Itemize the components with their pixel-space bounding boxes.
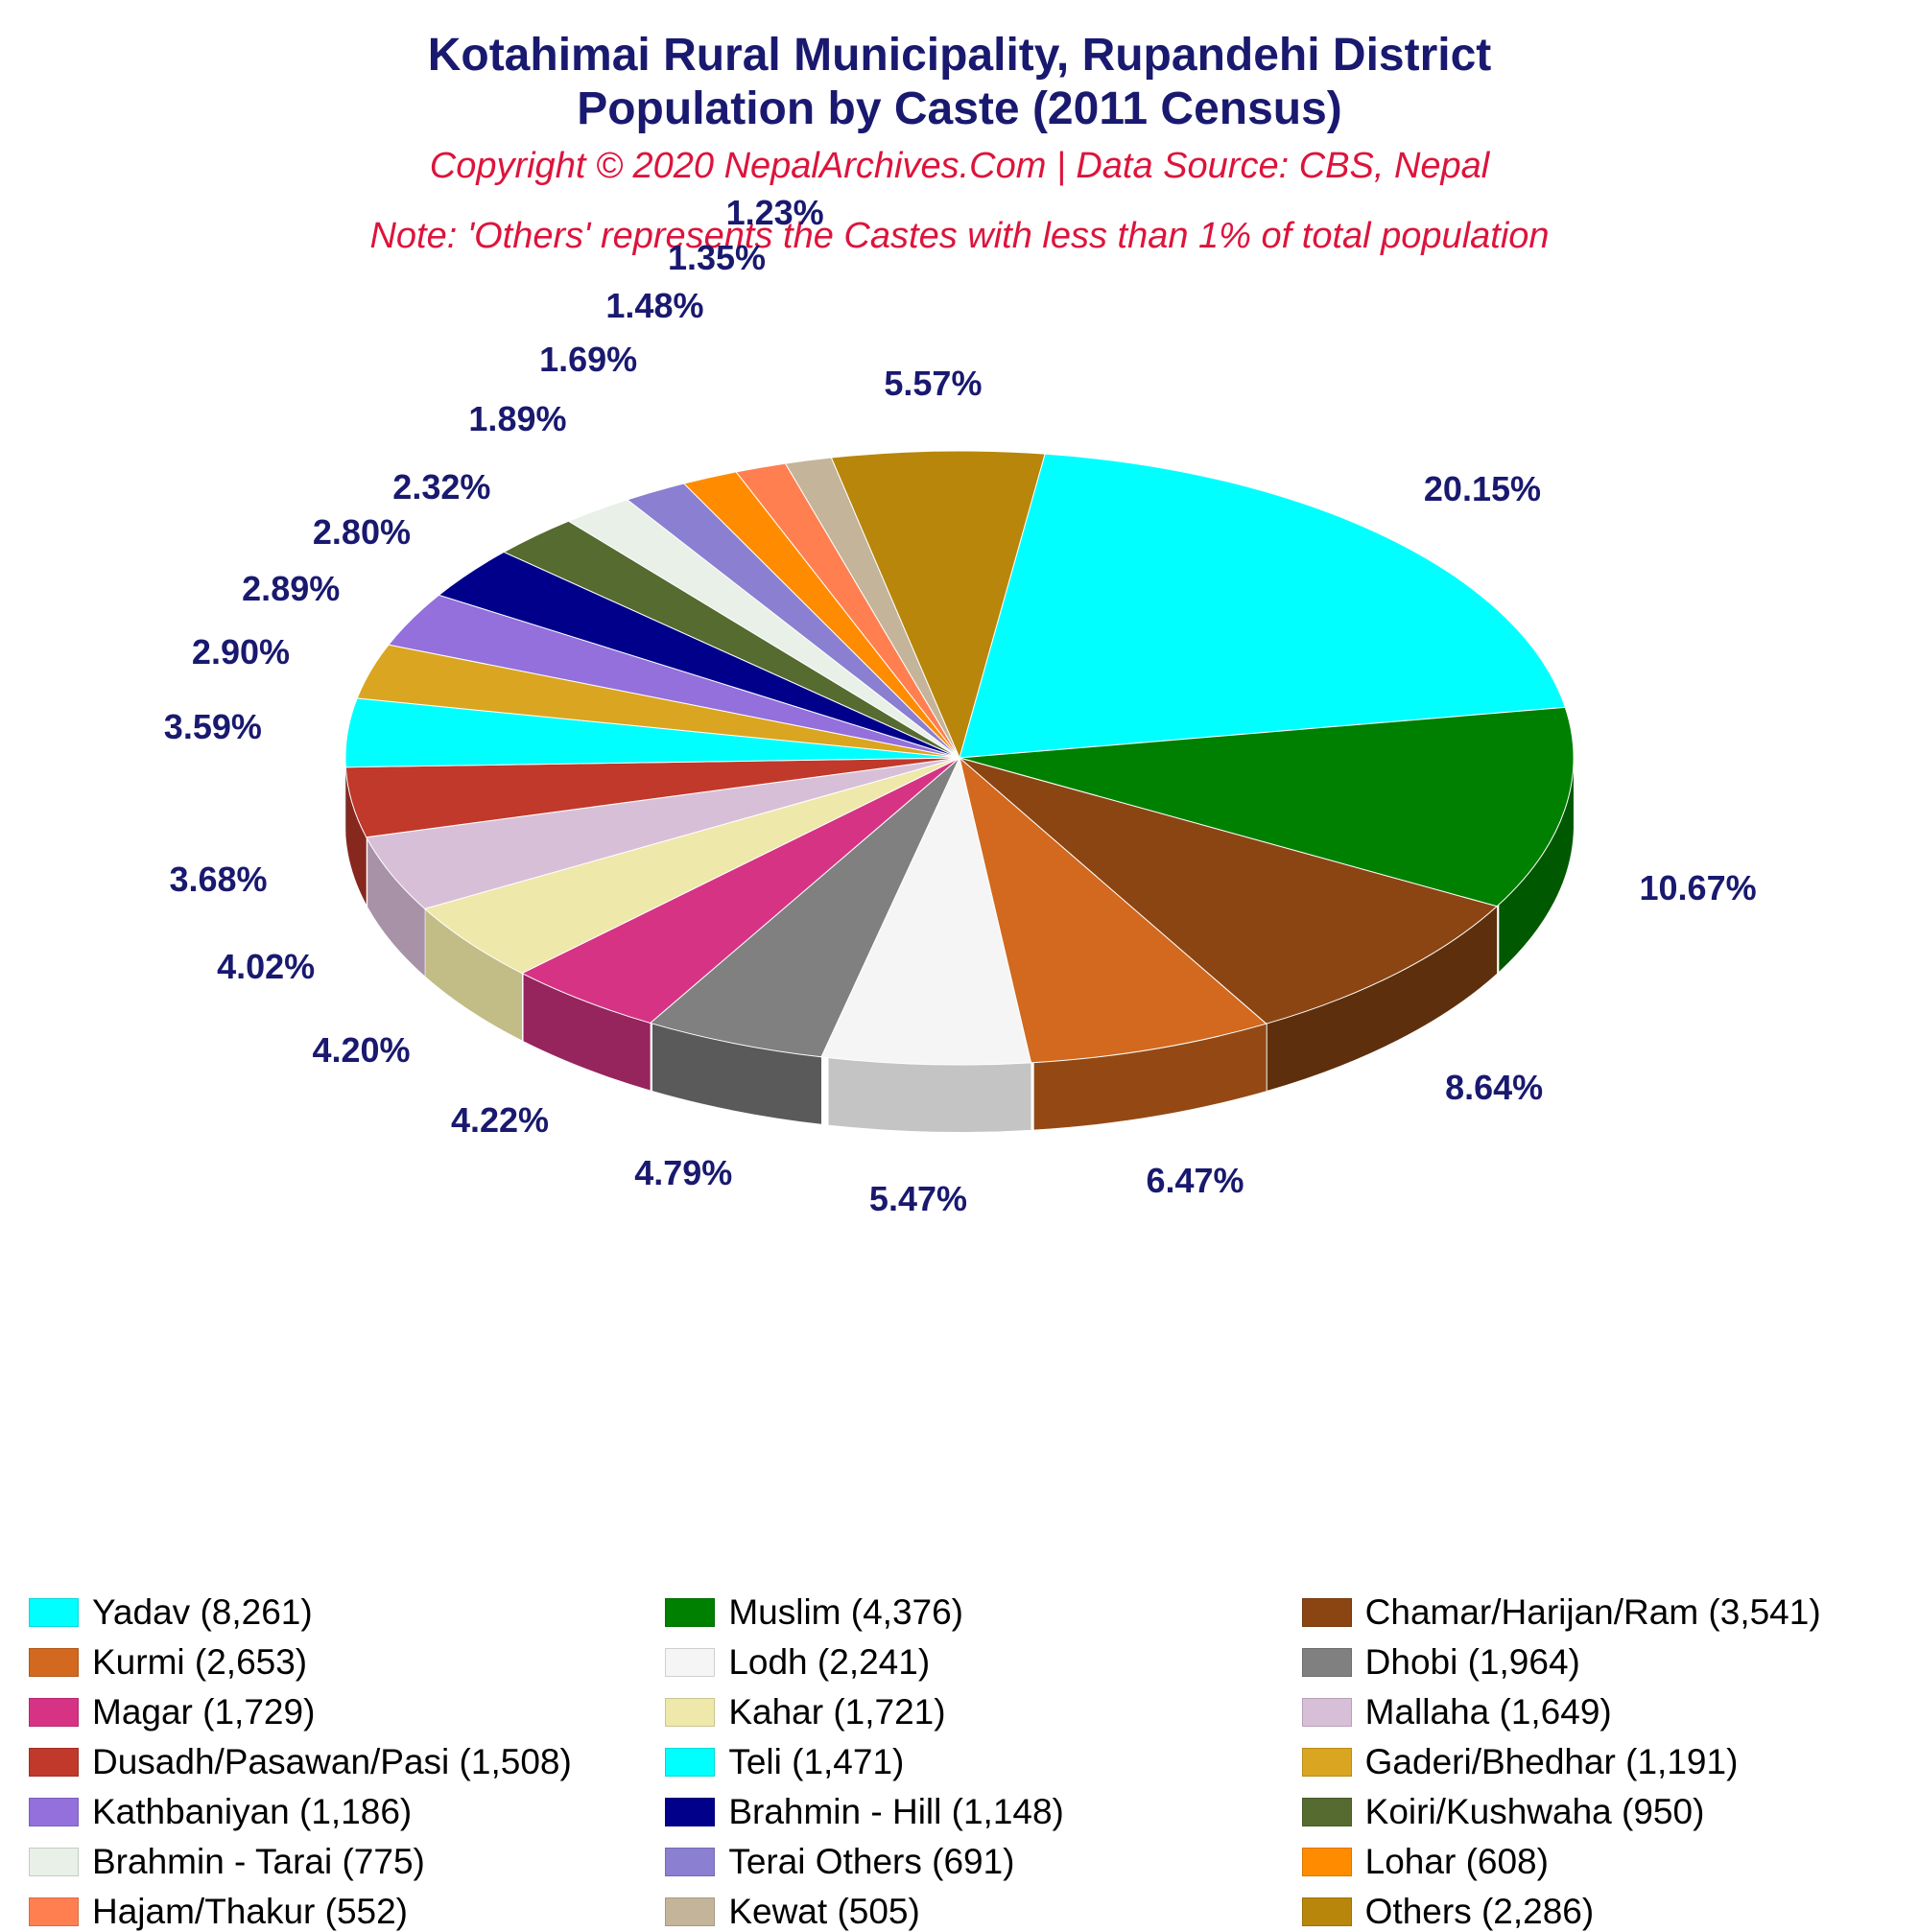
legend-item: Kathbaniyan (1,186) xyxy=(29,1792,646,1832)
legend-label: Lohar (608) xyxy=(1365,1842,1549,1882)
legend-swatch xyxy=(665,1897,715,1926)
pie-label: 2.90% xyxy=(192,632,290,672)
legend-swatch xyxy=(665,1598,715,1627)
pie-label: 5.47% xyxy=(869,1179,967,1219)
legend-item: Dhobi (1,964) xyxy=(1302,1642,1919,1683)
legend-item: Terai Others (691) xyxy=(665,1842,1282,1882)
pie-label: 1.35% xyxy=(668,238,766,278)
pie-label: 1.48% xyxy=(605,286,703,326)
pie-label: 4.20% xyxy=(312,1030,410,1071)
note-line: Note: 'Others' represents the Castes wit… xyxy=(0,216,1919,257)
legend-item: Chamar/Harijan/Ram (3,541) xyxy=(1302,1592,1919,1633)
legend-label: Others (2,286) xyxy=(1365,1892,1595,1932)
legend-swatch xyxy=(29,1698,79,1727)
legend-label: Dusadh/Pasawan/Pasi (1,508) xyxy=(92,1742,572,1782)
legend-swatch xyxy=(29,1598,79,1627)
legend-item: Lodh (2,241) xyxy=(665,1642,1282,1683)
pie-label: 2.80% xyxy=(313,512,411,553)
legend: Yadav (8,261) Muslim (4,376) Chamar/Harija… xyxy=(29,1592,1919,1932)
copyright-line: Copyright © 2020 NepalArchives.Com | Dat… xyxy=(0,146,1919,187)
legend-item: Koiri/Kushwaha (950) xyxy=(1302,1792,1919,1832)
legend-label: Lodh (2,241) xyxy=(728,1642,930,1683)
legend-swatch xyxy=(1302,1798,1352,1826)
pie-label: 1.69% xyxy=(539,340,637,380)
legend-swatch xyxy=(1302,1748,1352,1777)
legend-item: Dusadh/Pasawan/Pasi (1,508) xyxy=(29,1742,646,1782)
legend-item: Yadav (8,261) xyxy=(29,1592,646,1633)
legend-item: Mallaha (1,649) xyxy=(1302,1692,1919,1732)
legend-swatch xyxy=(665,1798,715,1826)
legend-label: Teli (1,471) xyxy=(728,1742,904,1782)
legend-item: Kewat (505) xyxy=(665,1892,1282,1932)
legend-label: Dhobi (1,964) xyxy=(1365,1642,1580,1683)
legend-label: Kewat (505) xyxy=(728,1892,920,1932)
pie-label: 3.68% xyxy=(169,860,267,900)
legend-item: Brahmin - Tarai (775) xyxy=(29,1842,646,1882)
pie-label: 10.67% xyxy=(1640,868,1757,908)
pie-label: 4.79% xyxy=(634,1153,732,1193)
pie-chart: 20.15% 10.67% 8.64% 6.47% 5.47% 4.79% 4.22% 4.2… xyxy=(144,365,1775,1228)
title-line-1: Kotahimai Rural Municipality, Rupandehi … xyxy=(0,29,1919,82)
legend-item: Others (2,286) xyxy=(1302,1892,1919,1932)
pie-label: 4.22% xyxy=(451,1100,549,1141)
legend-swatch xyxy=(29,1748,79,1777)
legend-item: Brahmin - Hill (1,148) xyxy=(665,1792,1282,1832)
legend-label: Kathbaniyan (1,186) xyxy=(92,1792,412,1832)
legend-label: Chamar/Harijan/Ram (3,541) xyxy=(1365,1592,1821,1633)
legend-swatch xyxy=(1302,1698,1352,1727)
legend-swatch xyxy=(29,1848,79,1876)
legend-label: Brahmin - Hill (1,148) xyxy=(728,1792,1064,1832)
legend-item: Teli (1,471) xyxy=(665,1742,1282,1782)
legend-item: Muslim (4,376) xyxy=(665,1592,1282,1633)
legend-swatch xyxy=(1302,1598,1352,1627)
pie-label: 2.32% xyxy=(392,467,490,507)
legend-label: Muslim (4,376) xyxy=(728,1592,963,1633)
legend-label: Hajam/Thakur (552) xyxy=(92,1892,408,1932)
pie-label: 6.47% xyxy=(1146,1161,1244,1201)
pie-label: 5.57% xyxy=(884,364,982,404)
pie-label: 3.59% xyxy=(164,707,262,747)
legend-label: Brahmin - Tarai (775) xyxy=(92,1842,425,1882)
legend-label: Mallaha (1,649) xyxy=(1365,1692,1612,1732)
legend-label: Kahar (1,721) xyxy=(728,1692,945,1732)
legend-label: Yadav (8,261) xyxy=(92,1592,313,1633)
legend-swatch xyxy=(665,1848,715,1876)
title-block: Kotahimai Rural Municipality, Rupandehi … xyxy=(0,0,1919,257)
pie-label: 8.64% xyxy=(1445,1068,1543,1108)
legend-item: Kurmi (2,653) xyxy=(29,1642,646,1683)
legend-item: Hajam/Thakur (552) xyxy=(29,1892,646,1932)
legend-item: Kahar (1,721) xyxy=(665,1692,1282,1732)
pie-slice-side xyxy=(828,1058,1031,1132)
pie-label: 2.89% xyxy=(242,569,340,609)
legend-swatch xyxy=(1302,1648,1352,1677)
legend-label: Terai Others (691) xyxy=(728,1842,1014,1882)
legend-label: Gaderi/Bhedhar (1,191) xyxy=(1365,1742,1739,1782)
pie-label: 1.23% xyxy=(726,193,824,233)
legend-swatch xyxy=(1302,1897,1352,1926)
legend-swatch xyxy=(29,1648,79,1677)
legend-swatch xyxy=(665,1698,715,1727)
pie-label: 1.89% xyxy=(468,399,566,439)
title-line-2: Population by Caste (2011 Census) xyxy=(0,82,1919,136)
legend-label: Koiri/Kushwaha (950) xyxy=(1365,1792,1705,1832)
pie-label: 20.15% xyxy=(1424,469,1541,509)
legend-swatch xyxy=(665,1648,715,1677)
legend-swatch xyxy=(29,1798,79,1826)
legend-swatch xyxy=(29,1897,79,1926)
legend-label: Magar (1,729) xyxy=(92,1692,315,1732)
legend-label: Kurmi (2,653) xyxy=(92,1642,307,1683)
legend-item: Lohar (608) xyxy=(1302,1842,1919,1882)
legend-item: Magar (1,729) xyxy=(29,1692,646,1732)
legend-swatch xyxy=(665,1748,715,1777)
legend-item: Gaderi/Bhedhar (1,191) xyxy=(1302,1742,1919,1782)
legend-swatch xyxy=(1302,1848,1352,1876)
pie-label: 4.02% xyxy=(217,947,315,987)
